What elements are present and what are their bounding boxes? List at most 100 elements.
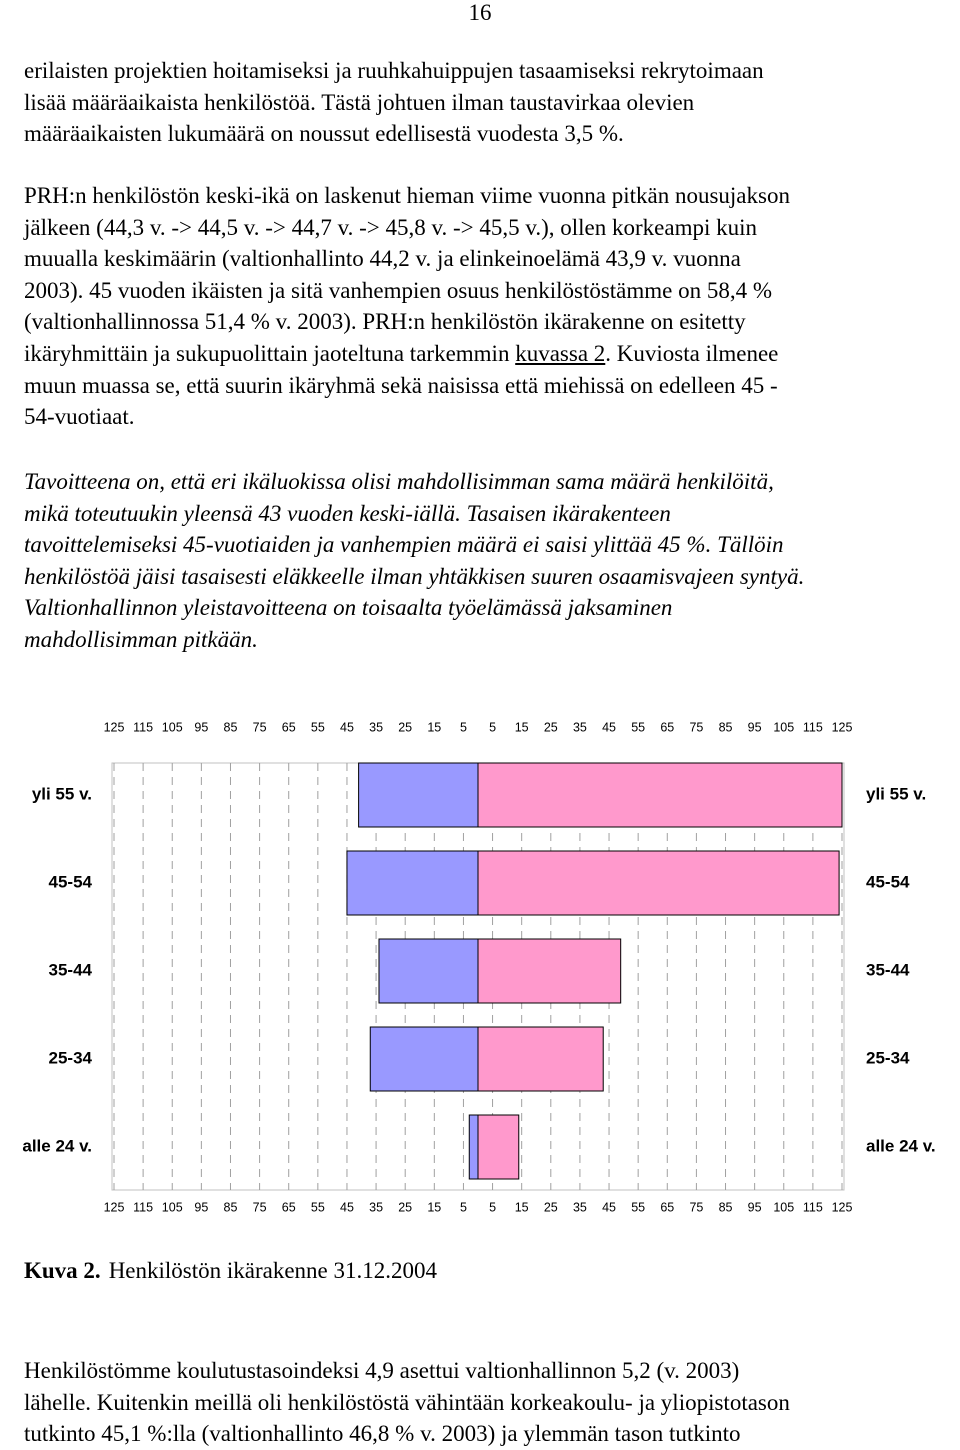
- bar: [477, 1026, 604, 1092]
- text-line: erilaisten projektien hoitamiseksi ja ru…: [24, 58, 764, 83]
- bar: [346, 850, 479, 916]
- category-label: 25-34: [866, 1048, 910, 1067]
- link[interactable]: kuvassa 2: [515, 340, 606, 366]
- x-tick-label: 15: [427, 720, 441, 734]
- bar: [369, 1026, 479, 1092]
- category-label: 45-54: [49, 872, 93, 891]
- paragraph: Tavoitteena on, että eri ikäluokissa oli…: [24, 466, 954, 656]
- x-tick-label: 75: [253, 1200, 267, 1214]
- text-line: (valtionhallinnossa 51,4 % v. 2003). PRH…: [24, 309, 746, 335]
- category-label: 45-54: [866, 872, 910, 891]
- x-tick-label: 45: [602, 720, 616, 734]
- x-tick-label: 35: [573, 720, 587, 734]
- paragraph: Henkilöstömme koulutustasoindeksi 4,9 as…: [24, 1355, 954, 1450]
- page-number: 16: [468, 0, 492, 25]
- x-tick-label: 105: [162, 1200, 183, 1214]
- bar: [477, 1114, 520, 1180]
- x-tick-label: 55: [311, 1200, 325, 1214]
- x-tick-label: 95: [194, 1200, 208, 1214]
- paragraph: PRH:n henkilöstön keski-ikä on laskenut …: [24, 180, 954, 433]
- x-tick-label: 55: [311, 720, 325, 734]
- x-tick-label: 45: [340, 1200, 354, 1214]
- text-line: lisää määräaikaista henkilöstöä. Tästä j…: [24, 89, 695, 115]
- x-tick-label: 15: [515, 720, 529, 734]
- bar: [378, 938, 479, 1004]
- x-tick-label: 95: [194, 720, 208, 734]
- text-line: ikäryhmittäin ja sukupuolittain jaoteltu…: [24, 338, 954, 370]
- text-line: muualla keskimäärin (valtionhallinto 44,…: [24, 246, 741, 272]
- text-line: lähelle. Kuitenkin meillä oli henkilöstö…: [24, 1389, 790, 1415]
- caption-label: Kuva 2.: [24, 1258, 101, 1283]
- x-tick-label: 35: [573, 1200, 587, 1214]
- category-label: yli 55 v.: [866, 784, 926, 803]
- x-tick-label: 95: [748, 720, 762, 734]
- x-tick-label: 65: [660, 720, 674, 734]
- x-tick-label: 125: [104, 1200, 125, 1214]
- x-tick-label: 85: [719, 1200, 733, 1214]
- text-line: tavoittelemiseksi 45-vuotiaiden ja vanhe…: [24, 532, 784, 558]
- text-line: Tavoitteena on, että eri ikäluokissa oli…: [24, 469, 774, 494]
- text-line: PRH:n henkilöstön keski-ikä on laskenut …: [24, 183, 790, 208]
- category-label: 35-44: [866, 960, 910, 979]
- x-tick-label: 105: [773, 720, 794, 734]
- x-tick-label: 5: [489, 1200, 496, 1214]
- text-line: henkilöstöä jäisi tasaisesti eläkkeelle …: [24, 563, 805, 589]
- bar: [468, 1114, 479, 1180]
- x-tick-label: 65: [282, 720, 296, 734]
- text-line: Valtionhallinnon yleistavoitteena on toi…: [24, 595, 673, 621]
- x-tick-label: 45: [340, 720, 354, 734]
- x-tick-label: 115: [133, 720, 153, 734]
- x-tick-label: 125: [104, 720, 125, 734]
- x-tick-label: 25: [398, 720, 412, 734]
- x-tick-label: 75: [689, 720, 703, 734]
- figure-caption: Kuva 2. Henkilöstön ikärakenne 31.12.2004: [24, 1258, 437, 1284]
- bar: [477, 762, 843, 828]
- text-line: tutkinto 45,1 %:lla (valtionhallinto 46,…: [24, 1421, 741, 1447]
- bar: [477, 850, 840, 916]
- x-tick-label: 55: [631, 1200, 645, 1214]
- x-tick-label: 85: [224, 720, 238, 734]
- x-tick-label: 5: [460, 720, 467, 734]
- x-tick-label: 25: [544, 720, 558, 734]
- x-tick-label: 25: [544, 1200, 558, 1214]
- x-tick-label: 85: [719, 720, 733, 734]
- x-tick-label: 15: [427, 1200, 441, 1214]
- x-tick-label: 65: [282, 1200, 296, 1214]
- x-tick-label: 65: [660, 1200, 674, 1214]
- text-line: mahdollisimman pitkään.: [24, 626, 258, 652]
- x-tick-label: 55: [631, 720, 645, 734]
- x-tick-label: 5: [489, 720, 496, 734]
- x-tick-label: 15: [515, 1200, 529, 1214]
- x-tick-label: 75: [253, 720, 267, 734]
- chart: 1251251151151051059595858575756565555545…: [22, 720, 936, 1214]
- x-tick-label: 75: [689, 1200, 703, 1214]
- x-tick-label: 125: [832, 1200, 853, 1214]
- x-tick-label: 45: [602, 1200, 616, 1214]
- x-tick-label: 95: [748, 1200, 762, 1214]
- x-tick-label: 125: [832, 720, 853, 734]
- text-line: määräaikaisten lukumäärä on noussut edel…: [24, 121, 624, 147]
- text-span: . Kuviosta ilmenee: [605, 340, 779, 366]
- caption-text: Henkilöstön ikärakenne 31.12.2004: [108, 1258, 438, 1283]
- text-line: jälkeen (44,3 v. -> 44,5 v. -> 44,7 v. -…: [24, 214, 758, 240]
- x-tick-label: 85: [224, 1200, 238, 1214]
- x-tick-label: 105: [773, 1200, 794, 1214]
- text-line: muun muassa se, että suurin ikäryhmä sek…: [24, 372, 778, 398]
- text-line: Henkilöstömme koulutustasoindeksi 4,9 as…: [24, 1358, 740, 1383]
- category-label: 35-44: [49, 960, 93, 979]
- x-tick-label: 35: [369, 720, 383, 734]
- x-tick-label: 105: [162, 720, 183, 734]
- category-label: 25-34: [49, 1048, 93, 1067]
- bar: [358, 762, 479, 828]
- category-label: alle 24 v.: [22, 1136, 92, 1155]
- x-tick-label: 5: [460, 1200, 467, 1214]
- text-line: mikä toteutuukin yleensä 43 vuoden keski…: [24, 500, 671, 526]
- x-tick-label: 35: [369, 1200, 383, 1214]
- category-label: alle 24 v.: [866, 1136, 936, 1155]
- text-line: 54-vuotiaat.: [24, 404, 135, 430]
- text-span: ikäryhmittäin ja sukupuolittain jaoteltu…: [24, 340, 516, 366]
- x-tick-label: 115: [133, 1200, 153, 1214]
- x-tick-label: 115: [803, 1200, 823, 1214]
- paragraph: erilaisten projektien hoitamiseksi ja ru…: [24, 55, 954, 150]
